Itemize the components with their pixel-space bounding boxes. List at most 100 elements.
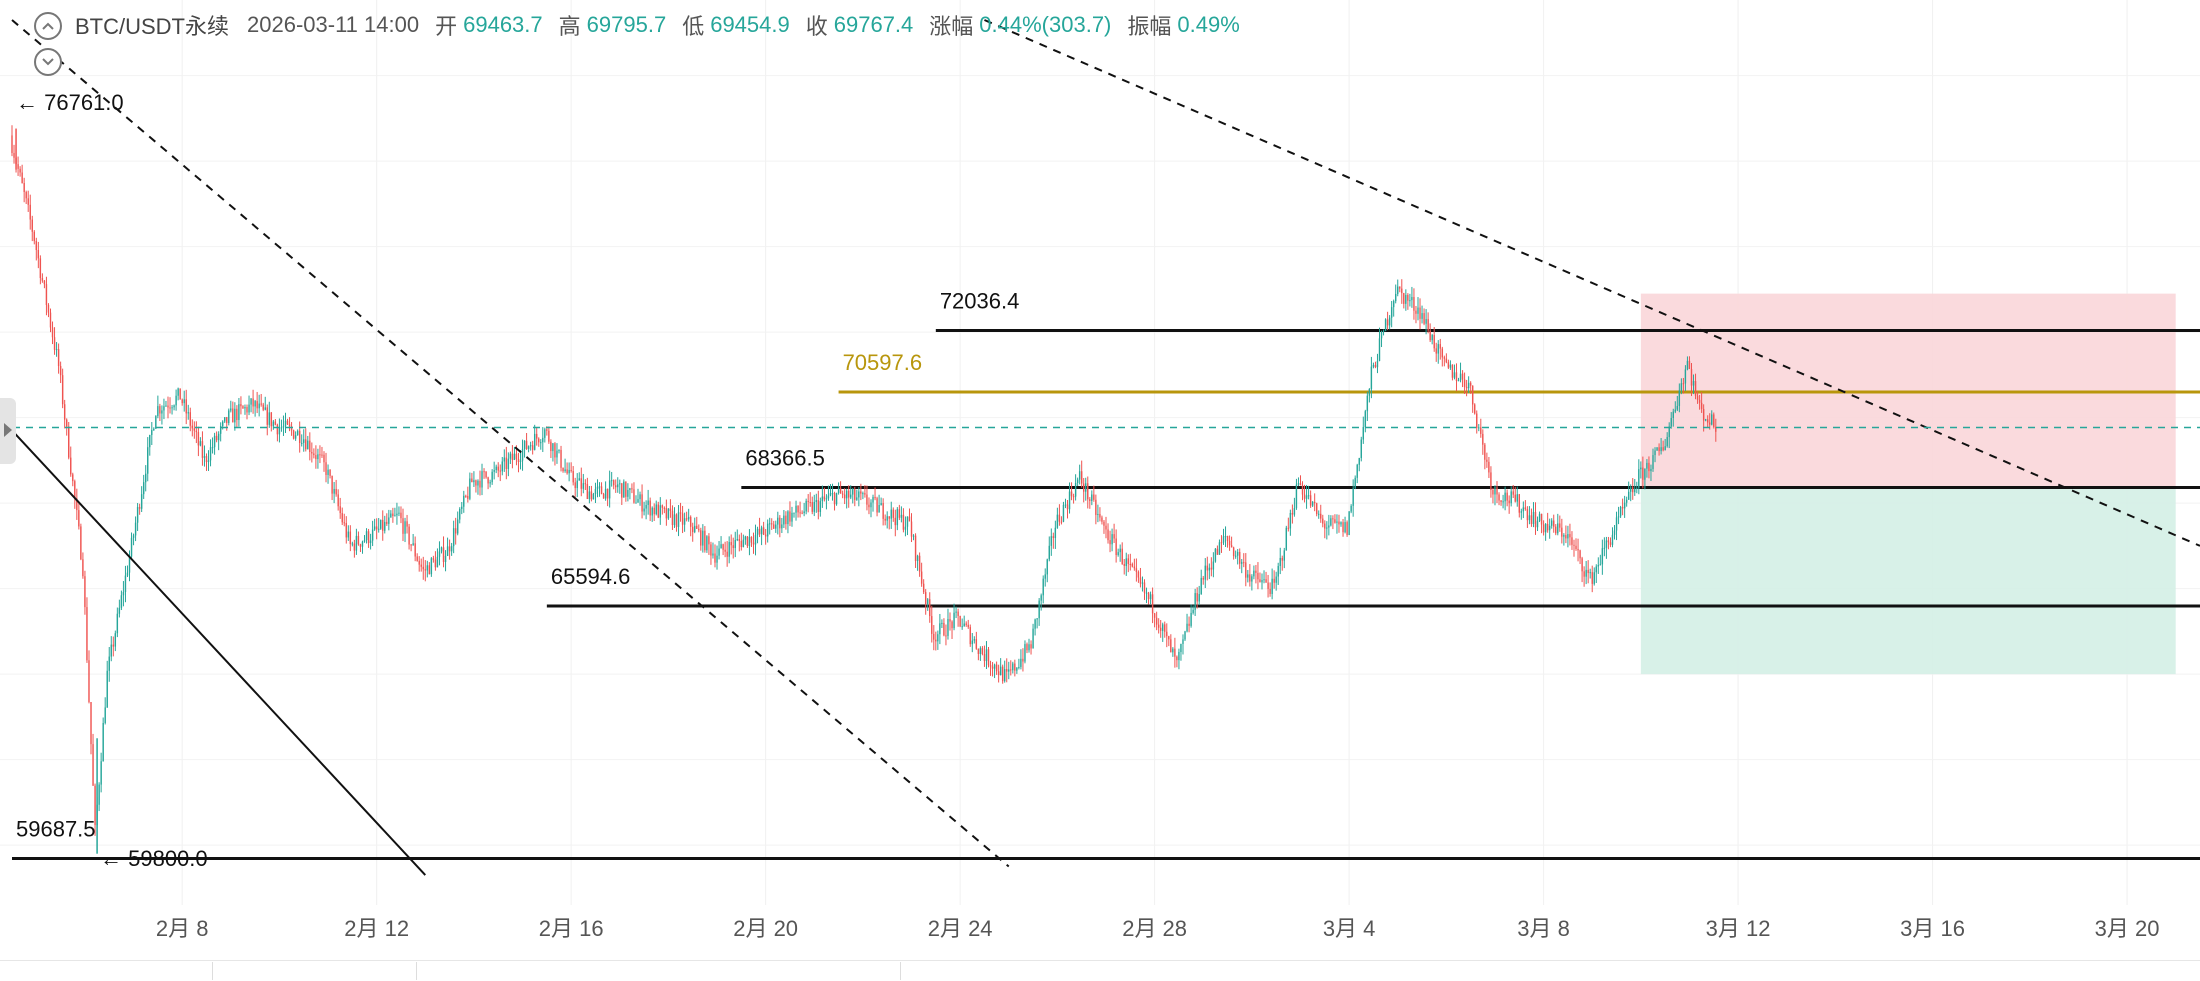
chevron-up-icon[interactable]: [34, 12, 62, 40]
candle-body: [1149, 594, 1152, 600]
candle-body: [1516, 494, 1518, 502]
candle-body: [1074, 483, 1077, 497]
candle-body: [151, 430, 153, 436]
candle-body: [1350, 505, 1352, 512]
candle-body: [1397, 286, 1399, 294]
candle-body: [307, 440, 309, 450]
candle-body: [1042, 578, 1044, 596]
candle-body: [187, 412, 189, 414]
bottom-tab-divider: [212, 962, 213, 980]
candle-body: [1380, 331, 1383, 339]
candle-body: [296, 430, 299, 436]
candle-body: [833, 493, 836, 505]
candle-body: [1048, 545, 1050, 560]
candle-body: [819, 501, 822, 512]
candle-body: [1046, 559, 1048, 575]
candle-body: [1340, 522, 1342, 525]
candle-body: [576, 480, 578, 489]
candle-body: [1012, 663, 1014, 671]
candle-body: [1500, 500, 1502, 503]
candle-body: [94, 785, 96, 826]
candle-datetime: 2026-03-11 14:00: [247, 12, 420, 37]
candle-body: [355, 535, 358, 551]
candle-body: [1451, 364, 1454, 378]
candle-body: [432, 558, 435, 560]
close-value: 69767.4: [833, 12, 914, 37]
candle-body: [531, 445, 534, 450]
candle-body: [1449, 364, 1452, 368]
candle-body: [1662, 447, 1664, 451]
candle-body: [1309, 495, 1312, 506]
candle-body: [748, 536, 751, 546]
bottom-tab-strip: [0, 960, 2200, 981]
candle-body: [837, 488, 840, 493]
x-axis-tick-label: 2月 28: [1122, 916, 1187, 941]
candle-body: [1642, 467, 1644, 480]
candle-body: [1374, 364, 1377, 368]
candle-body: [217, 433, 220, 441]
candle-body: [692, 526, 694, 533]
candle-body: [274, 421, 277, 425]
candle-body: [1040, 595, 1042, 601]
candle-body: [398, 512, 400, 514]
candle-body: [369, 540, 372, 544]
candle-body: [185, 399, 187, 414]
candle-body: [700, 530, 702, 546]
candle-body: [1208, 567, 1211, 571]
candle-body: [894, 517, 897, 526]
candle-body: [1682, 383, 1685, 385]
candle-body: [1658, 447, 1660, 452]
candle-body: [495, 466, 497, 471]
candle-body: [825, 498, 828, 500]
candle-body: [1123, 564, 1125, 566]
candle-body: [1664, 446, 1666, 451]
side-panel-handle[interactable]: [0, 398, 16, 464]
candle-body: [689, 516, 692, 527]
candle-body: [785, 515, 787, 525]
candle-body: [801, 512, 803, 514]
candle-body: [973, 639, 976, 641]
candle-body: [215, 435, 218, 441]
candle-body: [428, 565, 431, 575]
candle-body: [523, 440, 526, 450]
candle-body: [1283, 550, 1285, 561]
candle-body: [116, 613, 119, 634]
chevron-down-icon[interactable]: [34, 48, 62, 76]
candle-body: [752, 542, 755, 545]
line-labels: 72036.4 70597.6 68366.5 65594.6 59687.5: [16, 289, 1019, 842]
candle-body: [1228, 540, 1231, 546]
candle-body: [286, 420, 289, 425]
candle-body: [487, 477, 489, 484]
candle-body: [1579, 550, 1581, 559]
candle-body: [1366, 395, 1369, 412]
candle-body: [1443, 357, 1446, 359]
candle-body: [1344, 522, 1346, 533]
candle-body: [1170, 639, 1172, 653]
horizontal-lines: [12, 329, 2200, 861]
candle-body: [1176, 656, 1178, 661]
candle-body: [529, 445, 532, 447]
candle-body: [1147, 592, 1150, 600]
candle-body: [1621, 507, 1624, 509]
candle-body: [43, 280, 46, 285]
candle-body: [600, 486, 603, 494]
candle-body: [1139, 577, 1142, 584]
candle-body: [892, 509, 894, 518]
candle-body: [1619, 507, 1622, 517]
candle-body: [1038, 600, 1040, 619]
candle-body: [856, 497, 858, 500]
candle-body: [720, 544, 722, 549]
candle-body: [852, 489, 854, 495]
candle-body: [615, 485, 617, 488]
candle-body: [1455, 372, 1458, 381]
candle-body: [31, 219, 33, 232]
candle-body: [1089, 499, 1091, 501]
candle-body: [1632, 487, 1634, 493]
candle-body: [1232, 547, 1235, 557]
candle-body: [1062, 504, 1065, 522]
candle-body: [1630, 487, 1632, 492]
candle-body: [1172, 648, 1174, 653]
candle-body: [1439, 344, 1441, 349]
candle-body: [471, 478, 473, 483]
